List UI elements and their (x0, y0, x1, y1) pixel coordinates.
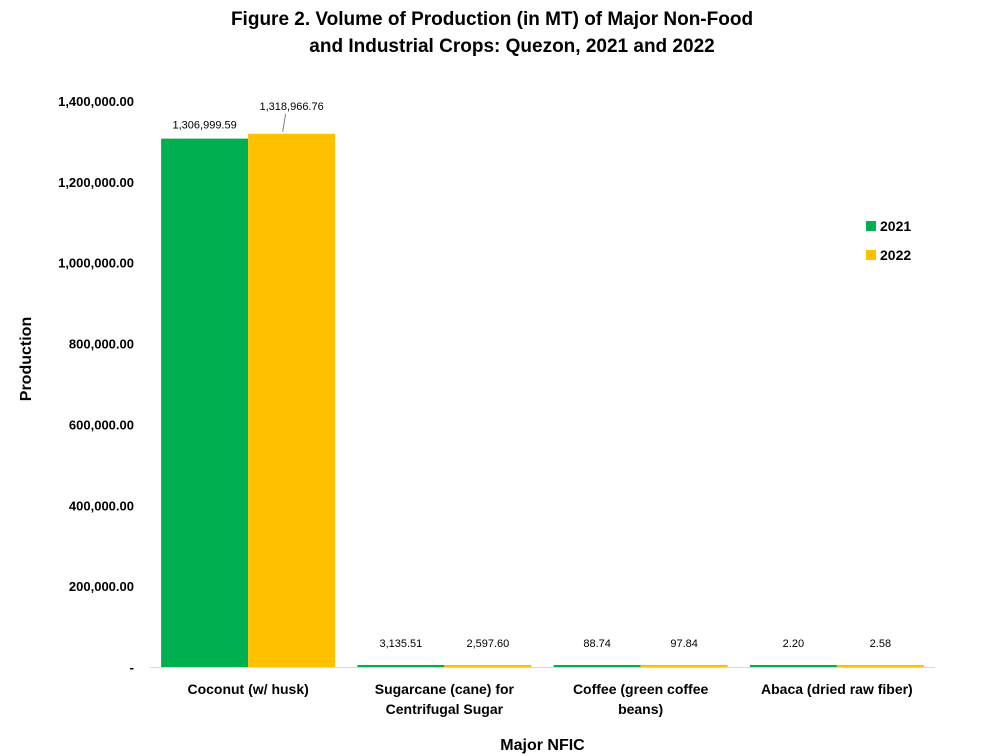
x-tick-label-line: Centrifugal Sugar (386, 701, 504, 717)
x-tick-label: Abaca (dried raw fiber) (761, 681, 913, 697)
x-tick-label-line: Coconut (w/ husk) (187, 681, 308, 697)
data-label: 97.84 (670, 638, 698, 650)
chart-title-line-1: Figure 2. Volume of Production (in MT) o… (230, 9, 754, 30)
x-tick-label-line: Abaca (dried raw fiber) (761, 681, 913, 697)
bar-2021 (553, 665, 641, 667)
x-tick-label-line: beans) (618, 701, 663, 717)
data-label: 2.58 (870, 638, 891, 650)
y-axis-title: Production (18, 317, 35, 401)
legend-swatch-2022 (866, 250, 876, 260)
data-label: 1,306,999.59 (173, 120, 237, 132)
x-tick-label: Coffee (green coffee beans) (573, 681, 709, 717)
y-tick-label: 1,200,000.00 (58, 175, 134, 190)
chart-title-line-2: and Industrial Crops: Quezon, 2021 and 2… (309, 36, 715, 57)
data-label: 3,135.51 (379, 638, 422, 650)
legend-entry-2022: 2022 (880, 247, 911, 263)
x-tick-label-line: Coffee (green coffee (573, 681, 709, 697)
x-axis-title: Major NFIC (500, 737, 585, 754)
chart-bars (161, 133, 924, 668)
chart-title: Figure 2. Volume of Production (in MT) o… (0, 6, 984, 60)
data-label: 2,597.60 (466, 638, 509, 650)
chart-labels: 1,306,999.59 1,318,966.76 3,135.51 2,597.60… (173, 101, 892, 650)
bar-2022 (640, 665, 728, 667)
bar-2021 (161, 138, 249, 667)
data-label-leader (282, 113, 287, 132)
y-tick-label: 1,400,000.00 (58, 94, 134, 109)
y-tick-label: 800,000.00 (69, 337, 134, 352)
chart-axes: - 200,000.00 400,000.00 600,000.00 800,000.0… (18, 94, 935, 754)
chart-legend: 2021 2022 (866, 218, 911, 263)
bar-2022 (248, 133, 336, 668)
y-tick-label: - (130, 660, 134, 675)
data-label: 2.20 (783, 638, 804, 650)
y-tick-label: 400,000.00 (69, 498, 134, 513)
y-tick-label: 1,000,000.00 (58, 256, 134, 271)
x-tick-label-line: Sugarcane (cane) for (375, 681, 515, 697)
y-tick-label: 600,000.00 (69, 417, 134, 432)
bar-2021 (357, 665, 445, 667)
bar-2022 (836, 665, 924, 667)
x-tick-label: Sugarcane (cane) for Centrifugal Sugar (375, 681, 515, 717)
bar-2022 (444, 665, 532, 667)
data-label: 88.74 (583, 638, 611, 650)
data-label: 1,318,966.76 (260, 101, 324, 113)
x-tick-label: Coconut (w/ husk) (187, 681, 308, 697)
bar-2021 (749, 665, 837, 667)
y-tick-label: 200,000.00 (69, 579, 134, 594)
legend-swatch-2021 (866, 221, 876, 231)
legend-entry-2021: 2021 (880, 218, 911, 234)
